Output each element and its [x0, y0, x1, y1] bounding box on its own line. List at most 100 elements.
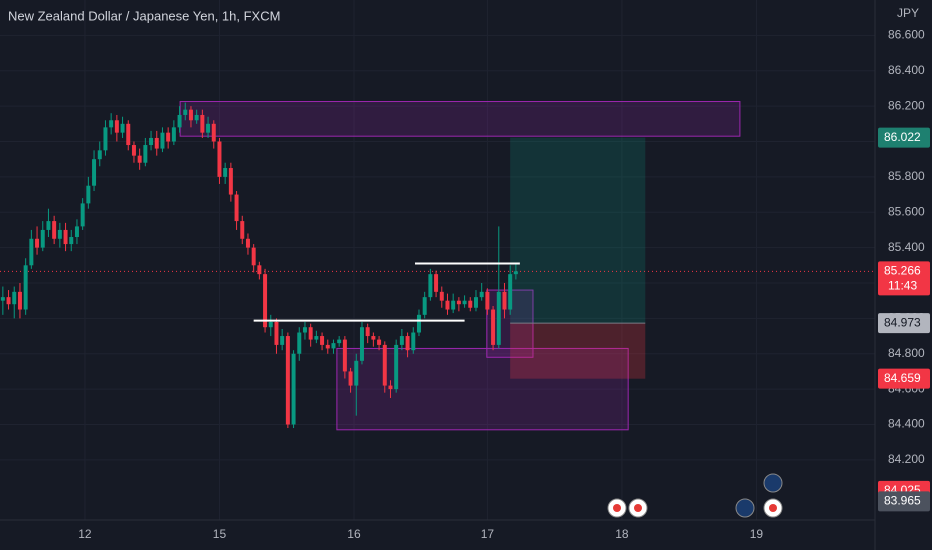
candle-body — [211, 123, 216, 142]
candle-body — [114, 120, 119, 133]
x-tick-label: 18 — [615, 527, 629, 541]
event-icon[interactable] — [763, 473, 783, 493]
zone — [179, 101, 741, 137]
candle-body — [143, 145, 148, 163]
candle-body — [80, 203, 85, 227]
candle-body — [52, 221, 57, 239]
candle-body — [473, 297, 478, 308]
candle-body — [92, 159, 97, 186]
y-tick-label: 85.600 — [888, 204, 925, 218]
y-tick-label: 85.800 — [888, 169, 925, 183]
candle-body — [177, 114, 182, 128]
candle-body — [154, 137, 159, 149]
candle-body — [183, 109, 188, 115]
candle-body — [120, 123, 125, 133]
candle-body — [405, 336, 410, 351]
stop-area — [510, 323, 646, 379]
candle-body — [200, 114, 205, 133]
candle-body — [513, 271, 518, 275]
target-area — [510, 137, 646, 324]
price-label: 84.659 — [884, 371, 921, 385]
last-price-label: 85.266 — [884, 263, 921, 277]
event-icon[interactable] — [735, 498, 755, 518]
candle-body — [23, 265, 28, 310]
candle-body — [359, 327, 364, 361]
candle-body — [377, 339, 382, 345]
x-tick-label: 15 — [213, 527, 227, 541]
candle-body — [86, 185, 91, 204]
candle-body — [456, 300, 461, 305]
candle-body — [485, 291, 490, 310]
y-tick-label: 86.600 — [888, 28, 925, 42]
candle-body — [137, 155, 142, 163]
candle-body — [35, 238, 40, 248]
candle-body — [411, 332, 416, 351]
candle-body — [17, 291, 22, 310]
candle-body — [508, 274, 513, 310]
candle-body — [257, 265, 262, 275]
candle-body — [217, 141, 222, 177]
price-label-bg — [878, 261, 930, 296]
y-tick-label: 86.200 — [888, 98, 925, 112]
candle-body — [228, 168, 233, 195]
candle-body — [371, 336, 376, 340]
candle-body — [40, 229, 45, 248]
candle-body — [166, 132, 171, 142]
candle-body — [234, 194, 239, 222]
candle-body — [428, 274, 433, 298]
candle-body — [103, 127, 108, 151]
candle-body — [63, 229, 68, 245]
candle-body — [46, 221, 51, 230]
candle-body — [451, 300, 456, 310]
y-tick-label: 84.400 — [888, 417, 925, 431]
currency: JPY — [897, 6, 919, 20]
candle-body — [131, 145, 136, 156]
candle-body — [263, 274, 268, 328]
candle-body — [314, 336, 319, 340]
candle-body — [240, 221, 245, 239]
candle-body — [223, 168, 228, 177]
price-label: 84.973 — [884, 315, 921, 329]
candle-body — [194, 114, 199, 121]
x-tick-label: 19 — [750, 527, 764, 541]
x-tick-label: 12 — [78, 527, 92, 541]
candle-body — [149, 137, 154, 146]
candle-body — [245, 238, 250, 248]
y-tick-label: 85.400 — [888, 240, 925, 254]
candle-body — [348, 371, 353, 386]
candle-body — [388, 385, 393, 390]
candle-body — [0, 297, 5, 301]
price-label: 86.022 — [884, 130, 921, 144]
y-tick-label: 84.200 — [888, 452, 925, 466]
candle-body — [297, 332, 302, 354]
candle-body — [74, 226, 79, 238]
candle-body — [462, 300, 467, 305]
candle-body — [365, 327, 370, 337]
candle-body — [12, 291, 17, 305]
candle-body — [354, 360, 359, 386]
candle-body — [109, 120, 114, 128]
candle-body — [285, 336, 290, 425]
candle-body — [29, 238, 34, 266]
candle-body — [268, 321, 273, 328]
price-label-bg — [878, 368, 930, 389]
y-tick-label: 86.400 — [888, 63, 925, 77]
candle-body — [280, 336, 285, 345]
event-dot — [769, 504, 777, 512]
price-label: 83.965 — [884, 494, 921, 508]
candle-body — [308, 327, 313, 340]
candle-body — [171, 127, 176, 142]
x-tick-label: 17 — [481, 527, 495, 541]
candle-body — [502, 291, 507, 310]
price-label-bg — [878, 491, 930, 512]
candle-body — [399, 336, 404, 345]
candle-body — [126, 123, 131, 146]
candle-body — [439, 291, 444, 301]
candle-body — [206, 123, 211, 133]
event-icons[interactable] — [607, 473, 783, 518]
candle-body — [325, 344, 330, 349]
price-label-bg — [878, 127, 930, 148]
event-dot — [634, 504, 642, 512]
